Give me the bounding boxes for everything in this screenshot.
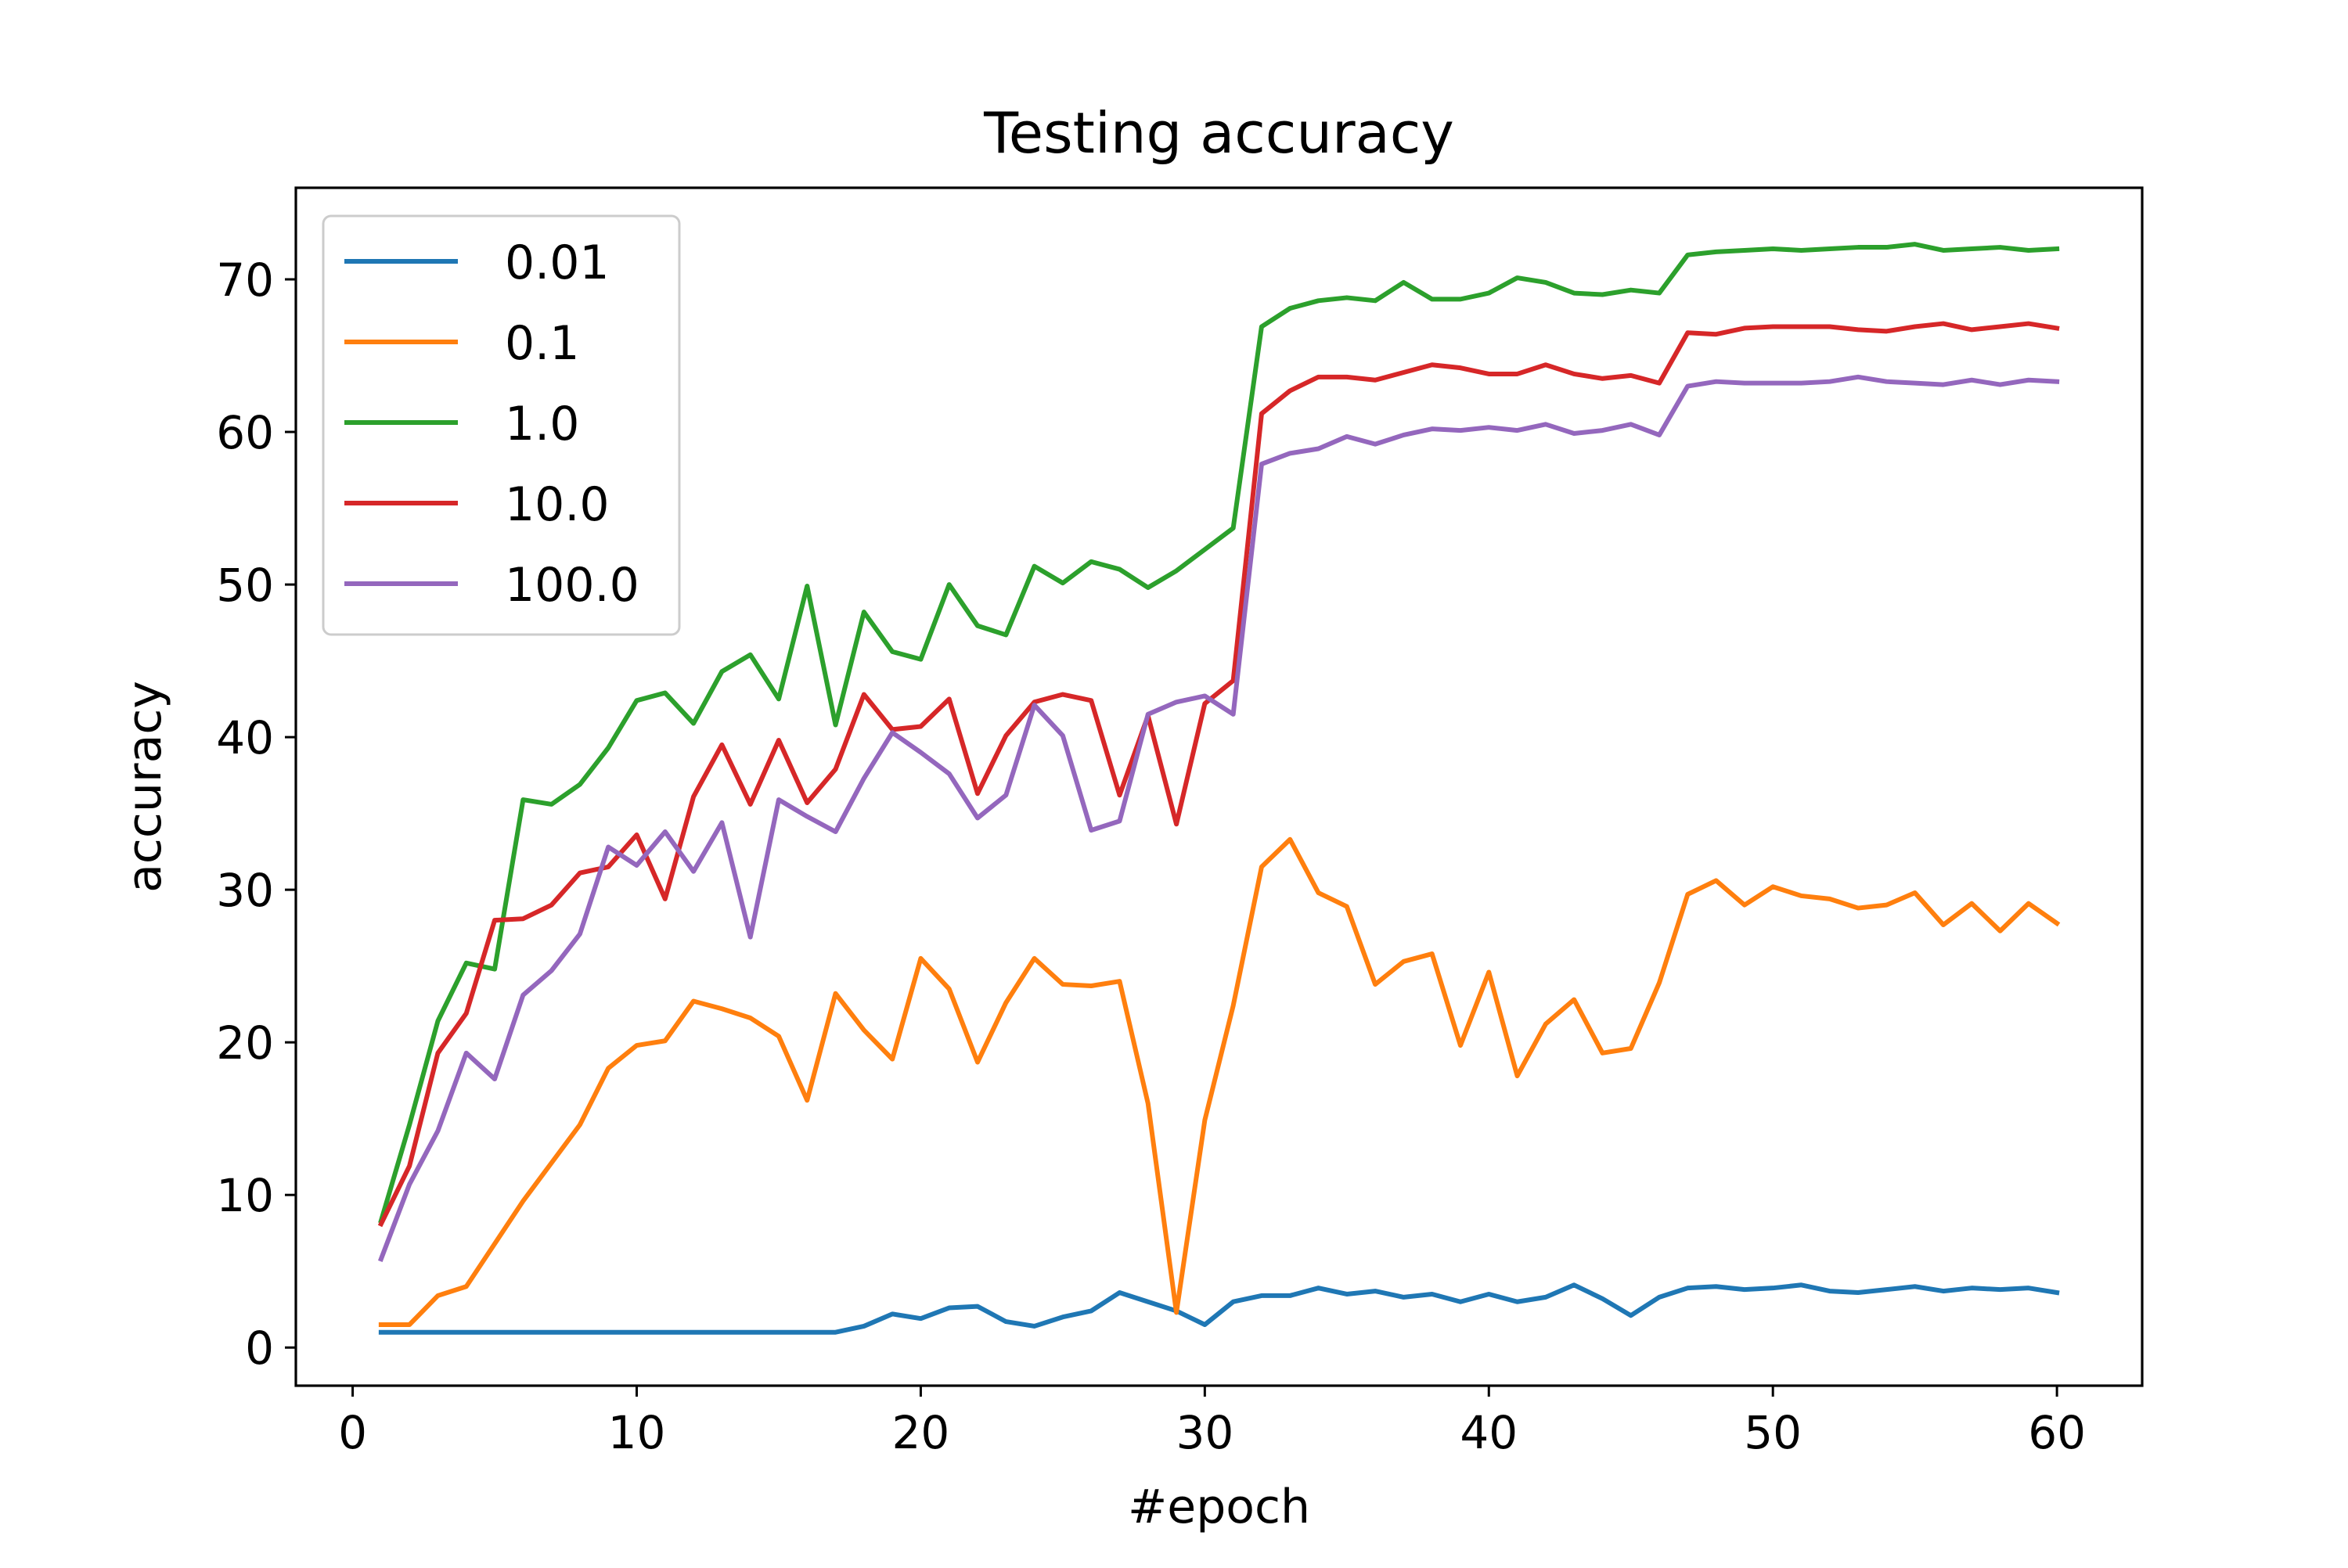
y-axis-label: accuracy <box>117 681 172 893</box>
x-tick-label: 30 <box>1176 1406 1233 1459</box>
y-tick-label: 60 <box>216 406 274 459</box>
legend-label: 1.0 <box>505 397 579 451</box>
legend-label: 100.0 <box>505 558 639 613</box>
x-tick-label: 20 <box>892 1406 950 1459</box>
x-tick-label: 40 <box>1460 1406 1518 1459</box>
chart-title: Testing accuracy <box>983 100 1454 166</box>
x-tick-label: 0 <box>338 1406 367 1459</box>
legend-label: 0.01 <box>505 236 610 290</box>
legend-label: 10.0 <box>505 477 610 532</box>
x-tick-label: 60 <box>2028 1406 2086 1459</box>
y-tick-label: 30 <box>216 864 274 917</box>
legend: 0.01 0.1 1.0 10.0 100.0 <box>323 216 679 635</box>
legend-label: 0.1 <box>505 316 579 371</box>
y-tick-label: 70 <box>216 254 274 307</box>
y-tick-label: 10 <box>216 1169 274 1222</box>
y-tick-label: 0 <box>245 1322 274 1375</box>
y-tick-label: 50 <box>216 559 274 612</box>
x-tick-label: 50 <box>1744 1406 1802 1459</box>
y-tick-label: 40 <box>216 711 274 764</box>
x-axis-label: #epoch <box>1128 1480 1310 1534</box>
x-tick-label: 10 <box>608 1406 666 1459</box>
y-tick-label: 20 <box>216 1016 274 1070</box>
